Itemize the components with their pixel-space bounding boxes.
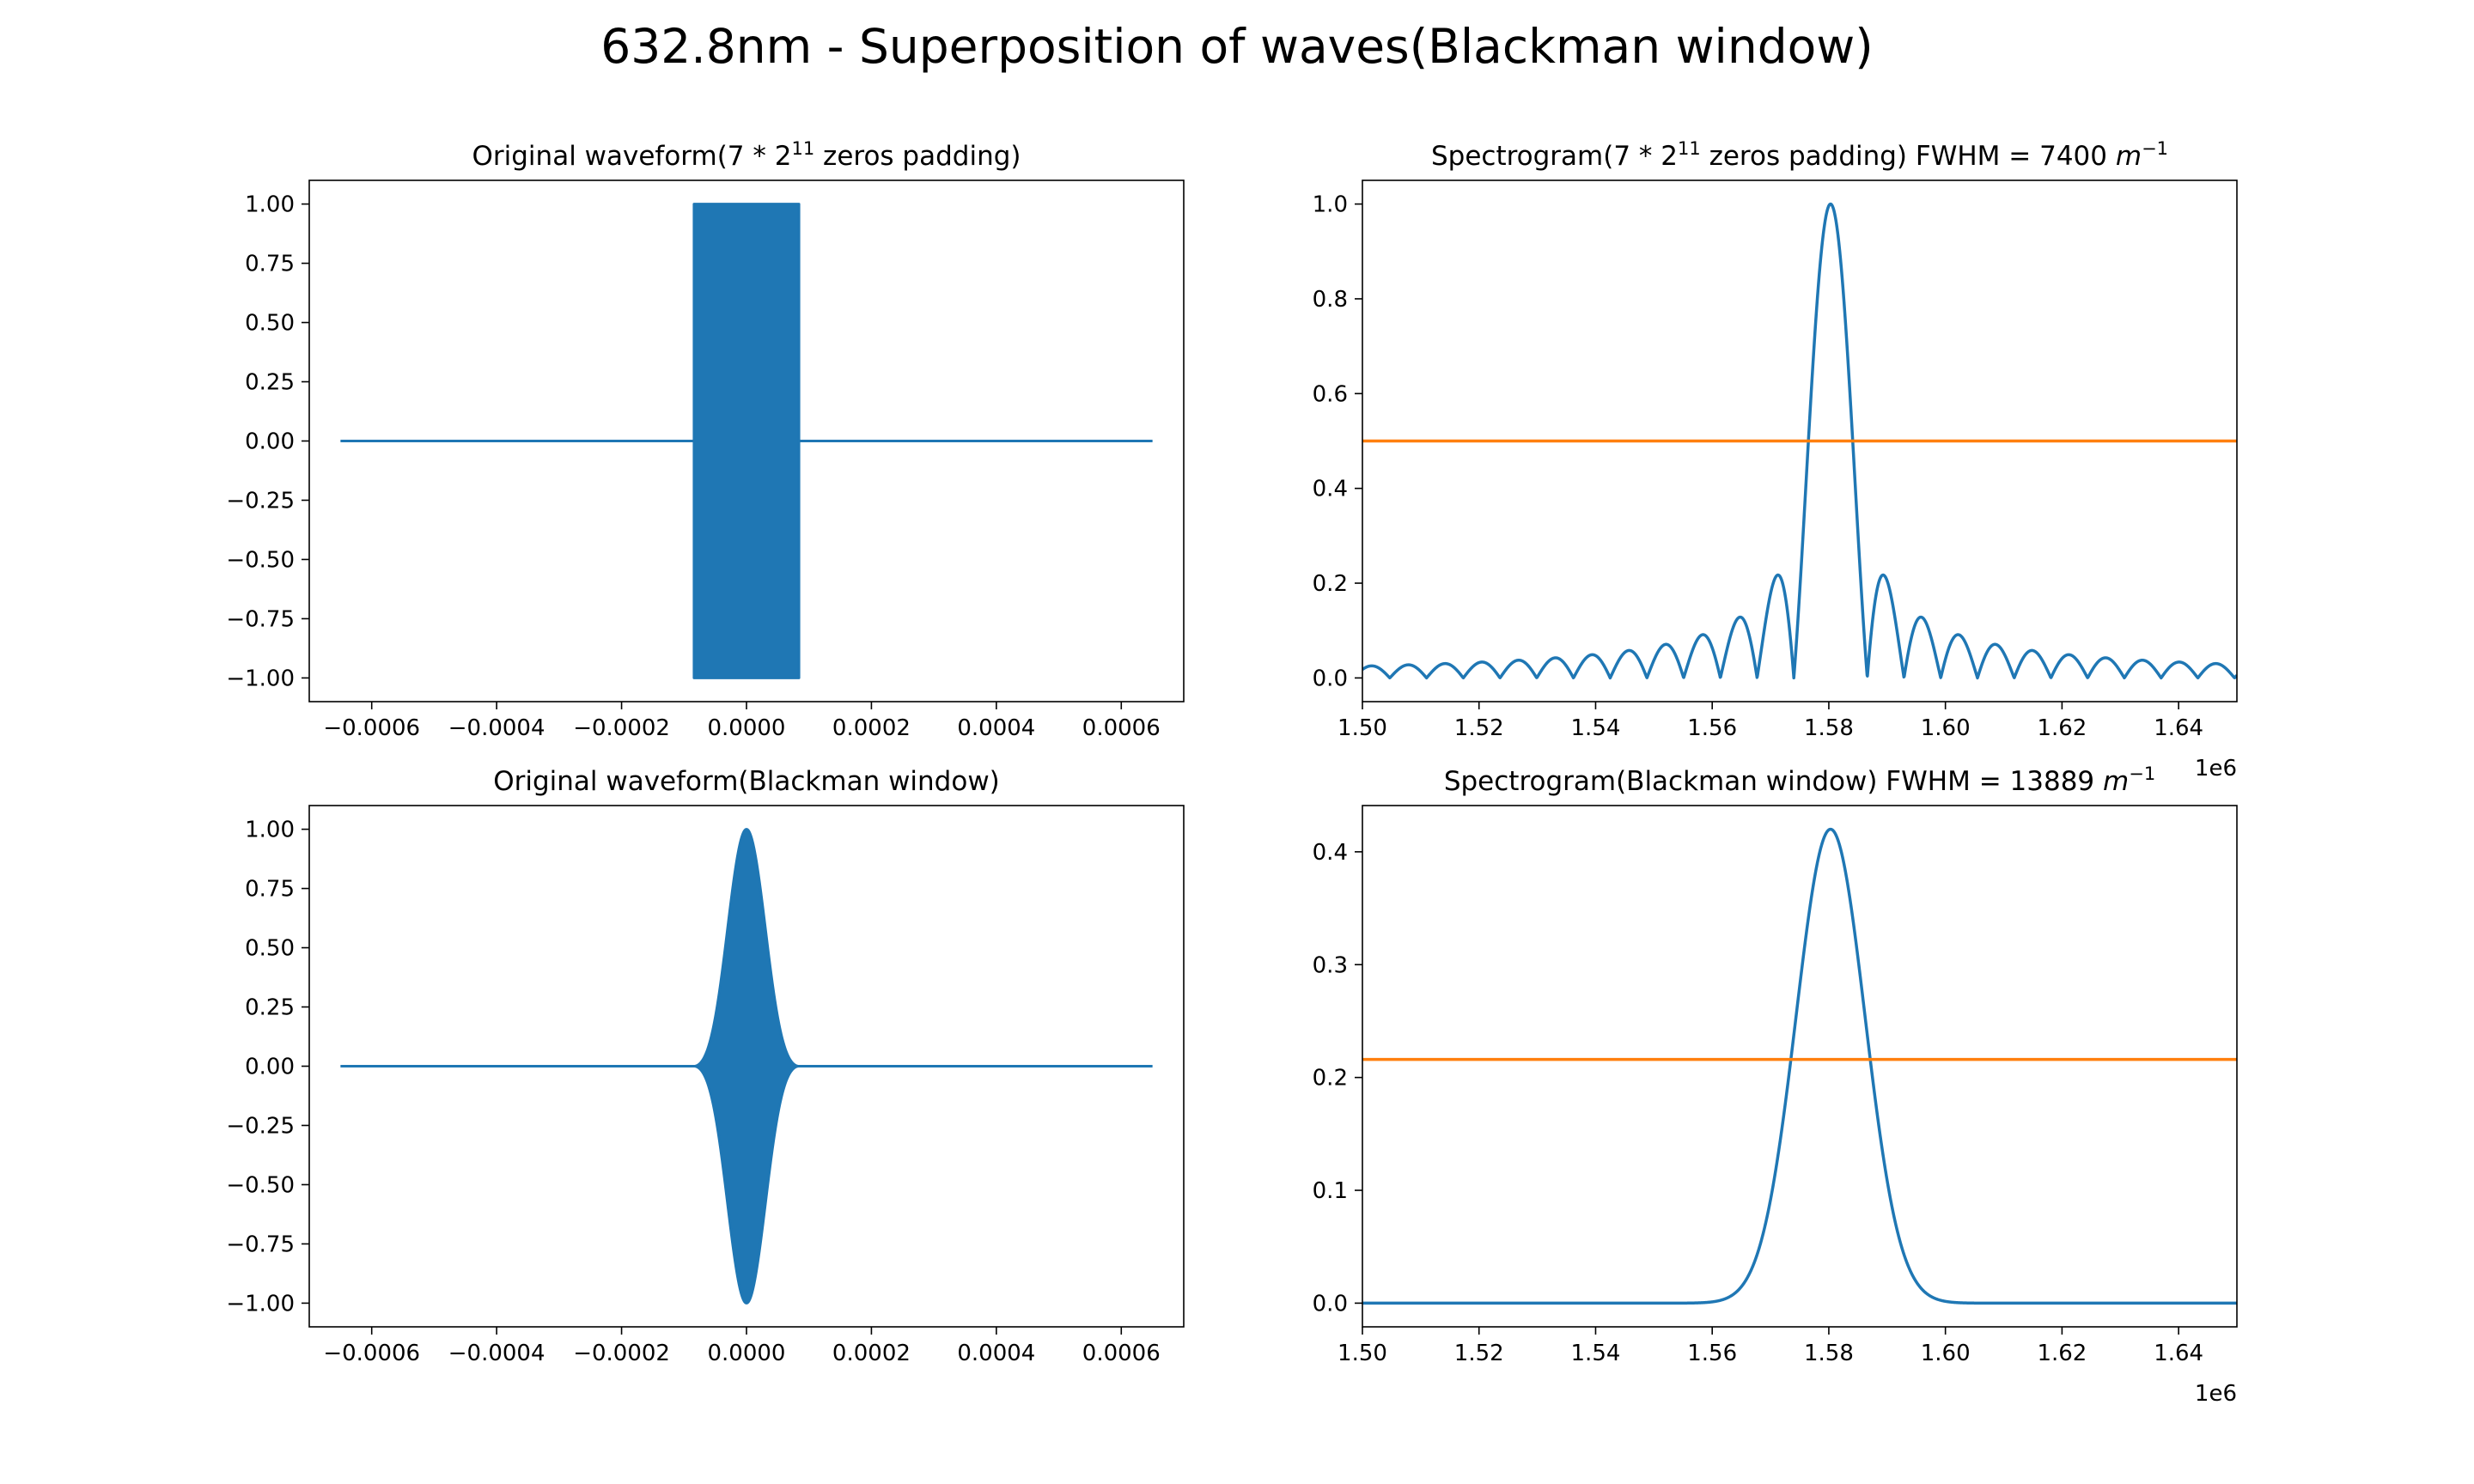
title-part: 11 <box>791 138 814 159</box>
y-tick-label: 0.75 <box>245 877 295 903</box>
y-tick-label: −0.25 <box>226 488 295 514</box>
subplot-title: Spectrogram(7 * 211 zeros padding) FWHM … <box>1431 138 2168 172</box>
y-tick-label: 0.0 <box>1313 1291 1348 1317</box>
series-group <box>340 828 1153 1305</box>
y-tick-label: 0.8 <box>1313 287 1348 313</box>
x-tick-label: 1.64 <box>2154 715 2203 741</box>
title-part: Spectrogram(7 * 2 <box>1431 141 1678 172</box>
x-tick-label: 1.56 <box>1687 1341 1737 1366</box>
x-tick-label: 1.56 <box>1687 715 1737 741</box>
figure-suptitle: 632.8nm - Superposition of waves(Blackma… <box>600 19 1873 74</box>
x-tick-label: 1.60 <box>1921 715 1971 741</box>
y-tick-label: 0.50 <box>245 311 295 337</box>
subplots-container: −0.0006 −0.0004 −0.0002 0.0000 0.0002 0.0004 0… <box>226 138 2238 1407</box>
axes-frame <box>1362 179 2238 702</box>
x-tick-label: −0.0002 <box>573 715 670 741</box>
x-tick-label: −0.0006 <box>323 1341 420 1366</box>
x-tick-label: 1.54 <box>1571 1341 1621 1366</box>
subplot-tr: 1.50 1.52 1.54 1.56 1.58 1.60 1.62 1.64 0.0 0.2 0.… <box>1313 138 2238 782</box>
x-tick-label: 0.0006 <box>1082 1341 1161 1366</box>
x-tick-label: −0.0002 <box>573 1341 670 1366</box>
y-tick-label: 1.00 <box>245 818 295 843</box>
x-tick-label: −0.0006 <box>323 715 420 741</box>
y-tick-label: 0.0 <box>1313 666 1348 691</box>
x-tick-label: 1.58 <box>1804 715 1854 741</box>
x-tick-label: 1.58 <box>1804 1341 1854 1366</box>
y-tick-label: 0.25 <box>245 370 295 396</box>
x-tick-label: 1.52 <box>1454 715 1504 741</box>
y-tick-label: 0.75 <box>245 252 295 277</box>
series-group <box>1362 827 2237 1305</box>
y-tick-label: 0.2 <box>1313 571 1348 597</box>
y-tick-label: 0.1 <box>1313 1178 1348 1204</box>
title-part: zeros padding) FWHM = 7400 <box>1701 141 2116 172</box>
x-tick-label: 0.0000 <box>708 1341 786 1366</box>
subplot-br: 1.50 1.52 1.54 1.56 1.58 1.60 1.62 1.64 0.0 0.1 0.… <box>1313 763 2238 1407</box>
x-tick-label: 1.64 <box>2154 1341 2203 1366</box>
y-tick-label: 0.00 <box>245 1055 295 1080</box>
y-tick-label: 0.25 <box>245 995 295 1021</box>
y-tick-label: −0.50 <box>226 1172 295 1198</box>
x-offset-text: 1e6 <box>2195 756 2237 782</box>
x-tick-label: 0.0002 <box>832 715 911 741</box>
title-part: m <box>2103 766 2129 797</box>
y-tick-label: −1.00 <box>226 666 295 691</box>
subplot-title: Original waveform(Blackman window) <box>493 766 1000 797</box>
axes-frame <box>1362 805 2238 1328</box>
title-part: Original waveform(7 * 2 <box>472 141 792 172</box>
y-tick-label: −0.25 <box>226 1113 295 1139</box>
title-part: m <box>2116 141 2142 172</box>
title-part: zeros padding) <box>814 141 1021 172</box>
series-oscillation <box>692 828 801 1305</box>
x-tick-label: −0.0004 <box>448 1341 545 1366</box>
title-part: −1 <box>2142 138 2168 159</box>
x-tick-label: 1.50 <box>1338 715 1387 741</box>
x-tick-label: −0.0004 <box>448 715 545 741</box>
y-tick-label: 0.4 <box>1313 477 1348 502</box>
y-tick-label: 0.3 <box>1313 952 1348 978</box>
subplot-bl: −0.0006 −0.0004 −0.0002 0.0000 0.0002 0.0004 0… <box>226 766 1185 1366</box>
x-tick-label: 0.0006 <box>1082 715 1161 741</box>
title-part: Original waveform(Blackman window) <box>493 766 1000 797</box>
subplot-title: Spectrogram(Blackman window) FWHM = 1388… <box>1444 763 2155 797</box>
y-tick-label: −1.00 <box>226 1291 295 1317</box>
x-tick-label: 1.54 <box>1571 715 1621 741</box>
y-tick-label: 0.2 <box>1313 1066 1348 1092</box>
y-tick-label: −0.75 <box>226 1232 295 1257</box>
title-part: Spectrogram(Blackman window) FWHM = 1388… <box>1444 766 2103 797</box>
x-tick-label: 1.60 <box>1921 1341 1971 1366</box>
y-tick-label: 0.00 <box>245 429 295 455</box>
x-tick-label: 1.50 <box>1338 1341 1387 1366</box>
x-tick-label: 1.62 <box>2037 715 2087 741</box>
x-tick-label: 0.0004 <box>957 715 1035 741</box>
x-tick-label: 0.0004 <box>957 1341 1035 1366</box>
subplot-title: Original waveform(7 * 211 zeros padding) <box>472 138 1021 172</box>
series-spectrum-line <box>1362 202 2237 680</box>
series-group <box>1362 202 2237 680</box>
x-tick-label: 1.52 <box>1454 1341 1504 1366</box>
y-tick-label: 0.4 <box>1313 840 1348 866</box>
y-tick-label: 1.0 <box>1313 192 1348 218</box>
y-tick-label: 0.6 <box>1313 381 1348 407</box>
title-part: −1 <box>2129 763 2155 784</box>
y-tick-label: −0.50 <box>226 547 295 573</box>
title-part: 11 <box>1678 138 1701 159</box>
subplot-tl: −0.0006 −0.0004 −0.0002 0.0000 0.0002 0.0004 0… <box>226 138 1185 741</box>
series-oscillation <box>692 203 801 679</box>
x-tick-label: 0.0002 <box>832 1341 911 1366</box>
x-tick-label: 0.0000 <box>708 715 786 741</box>
y-tick-label: 1.00 <box>245 192 295 218</box>
y-tick-label: 0.50 <box>245 936 295 962</box>
x-tick-label: 1.62 <box>2037 1341 2087 1366</box>
series-group <box>340 203 1153 679</box>
y-tick-label: −0.75 <box>226 606 295 632</box>
x-offset-text: 1e6 <box>2195 1381 2237 1407</box>
series-spectrum-line <box>1362 827 2237 1305</box>
